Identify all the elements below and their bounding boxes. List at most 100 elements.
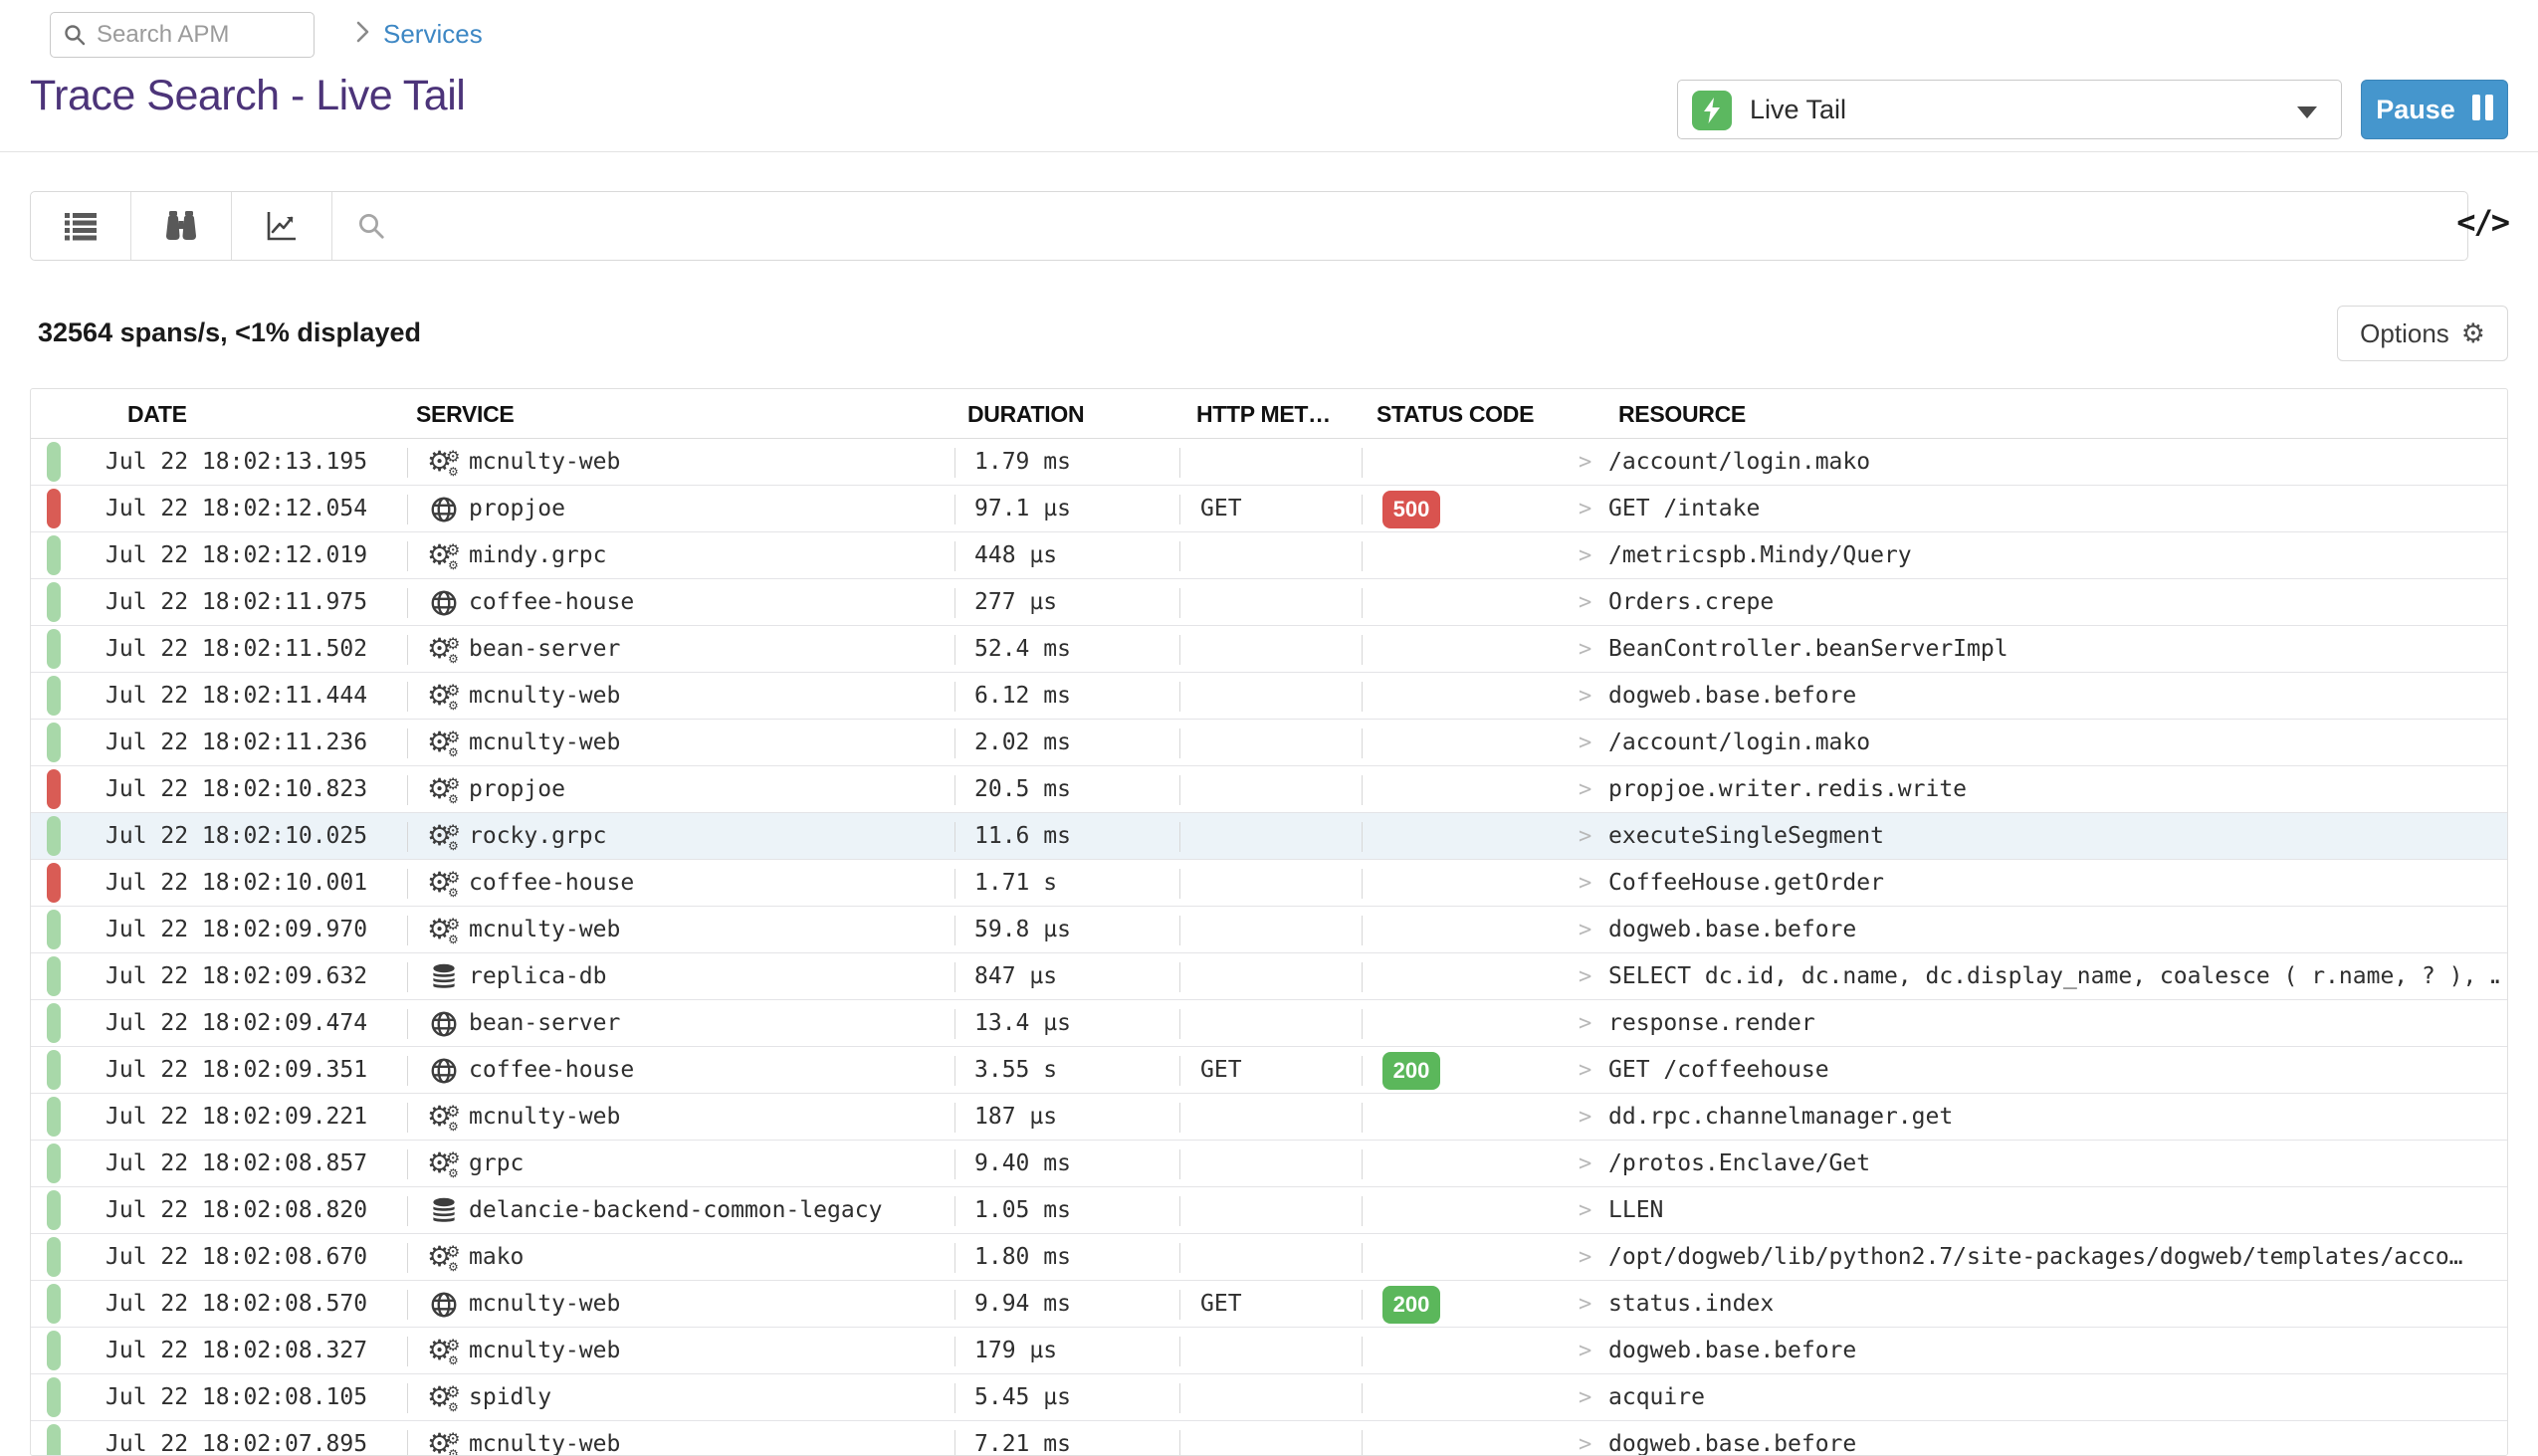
table-row[interactable]: Jul 22 18:02:09.474 bean-server 13.4 µs > re… xyxy=(31,1000,2507,1047)
table-row[interactable]: Jul 22 18:02:08.327 ⚙ ⚙ ⚙ mcnulty-web 179 µs >… xyxy=(31,1328,2507,1374)
status-indicator-ok xyxy=(47,1284,61,1324)
column-divider xyxy=(1179,1009,1180,1039)
cogs-icon: ⚙ ⚙ ⚙ xyxy=(427,1100,461,1134)
table-row[interactable]: Jul 22 18:02:11.975 coffee-house 277 µs > Or… xyxy=(31,579,2507,626)
cell-date: Jul 22 18:02:09.351 xyxy=(106,1057,368,1083)
table-row[interactable]: Jul 22 18:02:08.570 mcnulty-web 9.94 ms GET… xyxy=(31,1281,2507,1328)
status-indicator-ok xyxy=(47,629,61,669)
cell-date: Jul 22 18:02:08.857 xyxy=(106,1150,368,1176)
table-row[interactable]: Jul 22 18:02:12.054 propjoe 97.1 µs GET 500 >… xyxy=(31,486,2507,532)
cell-date: Jul 22 18:02:10.025 xyxy=(106,823,368,849)
column-divider xyxy=(1362,916,1363,945)
pause-button[interactable]: Pause xyxy=(2361,80,2508,139)
table-row[interactable]: Jul 22 18:02:08.670 ⚙ ⚙ ⚙ mako 1.80 ms > /opt/d… xyxy=(31,1234,2507,1281)
cogs-icon: ⚙ ⚙ ⚙ xyxy=(427,632,461,666)
trace-search-button[interactable] xyxy=(131,192,232,260)
analytics-button[interactable] xyxy=(232,192,332,260)
cell-http-method: GET xyxy=(1200,496,1242,521)
cell-date: Jul 22 18:02:07.895 xyxy=(106,1431,368,1456)
table-row[interactable]: Jul 22 18:02:10.001 ⚙ ⚙ ⚙ coffee-house 1.71 s… xyxy=(31,860,2507,907)
cell-service: mcnulty-web xyxy=(469,1338,621,1363)
table-row[interactable]: Jul 22 18:02:13.195 ⚙ ⚙ ⚙ mcnulty-web 1.79 ms… xyxy=(31,439,2507,486)
column-divider xyxy=(1179,682,1180,712)
column-divider xyxy=(1179,1103,1180,1133)
table-row[interactable]: Jul 22 18:02:10.025 ⚙ ⚙ ⚙ rocky.grpc 11.6 ms >… xyxy=(31,813,2507,860)
cell-date: Jul 22 18:02:11.236 xyxy=(106,729,368,755)
cell-duration: 187 µs xyxy=(974,1104,1058,1130)
table-row[interactable]: Jul 22 18:02:09.632 replica-db 847 µs > SELE… xyxy=(31,953,2507,1000)
breadcrumb-services-link[interactable]: Services xyxy=(383,19,483,49)
column-header-service[interactable]: SERVICE xyxy=(416,401,515,427)
column-divider xyxy=(407,1430,408,1455)
resource-chevron-icon: > xyxy=(1579,1011,1592,1036)
table-row[interactable]: Jul 22 18:02:08.857 ⚙ ⚙ ⚙ grpc 9.40 ms > /proto… xyxy=(31,1141,2507,1187)
table-row[interactable]: Jul 22 18:02:09.351 coffee-house 3.55 s GET… xyxy=(31,1047,2507,1094)
column-divider xyxy=(954,635,955,665)
cell-resource: /metricspb.Mindy/Query xyxy=(1608,542,1912,568)
apm-search-box[interactable] xyxy=(50,12,315,58)
cogs-icon: ⚙ ⚙ ⚙ xyxy=(427,445,461,479)
column-header-http-met[interactable]: HTTP MET… xyxy=(1196,401,1331,427)
table-row[interactable]: Jul 22 18:02:11.236 ⚙ ⚙ ⚙ mcnulty-web 2.02 ms… xyxy=(31,720,2507,766)
globe-icon xyxy=(427,1047,465,1094)
query-search-input[interactable] xyxy=(406,211,2447,241)
table-row[interactable]: Jul 22 18:02:08.820 delancie-backend-comm… xyxy=(31,1187,2507,1234)
column-header-duration[interactable]: DURATION xyxy=(967,401,1085,427)
status-indicator-ok xyxy=(47,582,61,622)
table-row[interactable]: Jul 22 18:02:09.221 ⚙ ⚙ ⚙ mcnulty-web 187 µs >… xyxy=(31,1094,2507,1141)
column-divider xyxy=(407,775,408,805)
cell-resource: dogweb.base.before xyxy=(1608,1338,1857,1363)
top-bar: Services xyxy=(0,0,2538,62)
cogs-icon: ⚙ ⚙ ⚙ xyxy=(427,538,461,572)
options-button[interactable]: Options ⚙ xyxy=(2337,306,2508,361)
column-divider xyxy=(407,588,408,618)
cell-resource: executeSingleSegment xyxy=(1608,823,1884,849)
status-indicator-error xyxy=(47,489,61,528)
table-row[interactable]: Jul 22 18:02:07.895 ⚙ ⚙ ⚙ mcnulty-web 7.21 ms… xyxy=(31,1421,2507,1456)
live-tail-dropdown[interactable]: Live Tail xyxy=(1677,80,2342,139)
column-divider xyxy=(1179,588,1180,618)
table-row[interactable]: Jul 22 18:02:10.823 ⚙ ⚙ ⚙ propjoe 20.5 ms > pro… xyxy=(31,766,2507,813)
column-divider xyxy=(954,541,955,571)
cogs-icon: ⚙ ⚙ ⚙ xyxy=(427,1427,461,1456)
column-divider xyxy=(1362,1103,1363,1133)
cogs-icon: ⚙ ⚙ ⚙ xyxy=(427,679,461,713)
column-header-status-code[interactable]: STATUS CODE xyxy=(1376,401,1535,427)
breadcrumb-chevron-icon xyxy=(356,21,369,43)
column-divider xyxy=(954,1009,955,1039)
code-view-toggle[interactable]: </> xyxy=(2456,203,2510,241)
column-divider xyxy=(1362,1196,1363,1226)
column-header-resource[interactable]: RESOURCE xyxy=(1618,401,1746,427)
cell-service: mcnulty-web xyxy=(469,449,621,475)
chart-line-icon xyxy=(267,212,296,241)
table-row[interactable]: Jul 22 18:02:09.970 ⚙ ⚙ ⚙ mcnulty-web 59.8 µs… xyxy=(31,907,2507,953)
pause-button-label: Pause xyxy=(2376,94,2455,124)
cell-resource: Orders.crepe xyxy=(1608,589,1775,615)
table-row[interactable]: Jul 22 18:02:11.502 ⚙ ⚙ ⚙ bean-server 52.4 ms… xyxy=(31,626,2507,673)
resource-chevron-icon: > xyxy=(1579,1058,1592,1083)
status-row: 32564 spans/s, <1% displayed Options ⚙ xyxy=(30,304,2508,365)
cell-resource: status.index xyxy=(1608,1291,1775,1317)
column-divider xyxy=(407,682,408,712)
cell-duration: 59.8 µs xyxy=(974,917,1071,942)
column-divider xyxy=(954,1103,955,1133)
column-divider xyxy=(1362,1243,1363,1273)
resource-chevron-icon: > xyxy=(1579,1151,1592,1176)
list-view-button[interactable] xyxy=(31,192,131,260)
column-divider xyxy=(407,869,408,899)
cogs-icon: ⚙ ⚙ ⚙ xyxy=(427,1334,461,1367)
cell-service: propjoe xyxy=(469,776,565,802)
apm-search-input[interactable] xyxy=(97,21,286,49)
table-row[interactable]: Jul 22 18:02:11.444 ⚙ ⚙ ⚙ mcnulty-web 6.12 ms… xyxy=(31,673,2507,720)
table-row[interactable]: Jul 22 18:02:08.105 ⚙ ⚙ ⚙ spidly 5.45 µs > acqu… xyxy=(31,1374,2507,1421)
column-header-date[interactable]: DATE xyxy=(127,401,187,427)
cell-date: Jul 22 18:02:08.327 xyxy=(106,1338,368,1363)
gear-icon: ⚙ xyxy=(2460,317,2485,349)
column-divider xyxy=(1362,541,1363,571)
resource-chevron-icon: > xyxy=(1579,450,1592,475)
cell-service: propjoe xyxy=(469,496,565,521)
column-divider xyxy=(407,1383,408,1413)
table-row[interactable]: Jul 22 18:02:12.019 ⚙ ⚙ ⚙ mindy.grpc 448 µs > /… xyxy=(31,532,2507,579)
resource-chevron-icon: > xyxy=(1579,1105,1592,1130)
resource-chevron-icon: > xyxy=(1579,918,1592,942)
